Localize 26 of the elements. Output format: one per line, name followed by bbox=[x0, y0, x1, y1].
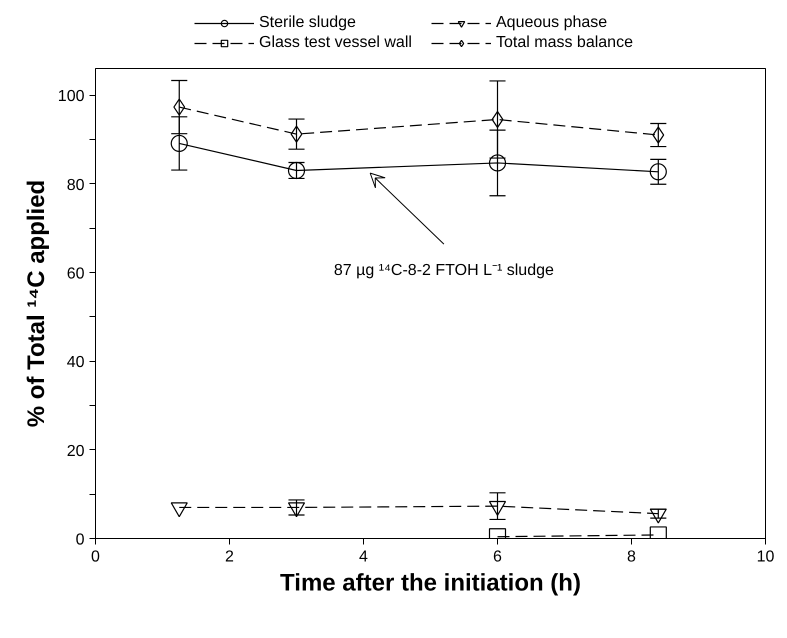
annotation: 87 µg ¹⁴C-8-2 FTOH L⁻¹ sludge bbox=[334, 262, 554, 279]
x-tick-label: 0 bbox=[91, 548, 100, 566]
point bbox=[650, 508, 667, 524]
x-tick-label: 6 bbox=[493, 548, 502, 566]
point bbox=[488, 154, 506, 172]
legend-label: Glass test vessel wall bbox=[259, 34, 413, 52]
x-axis-title: Time after the initiation (h) bbox=[280, 570, 581, 596]
y-tick-label: 60 bbox=[66, 265, 85, 282]
y-tick-label: 20 bbox=[66, 442, 85, 460]
y-tick-label: 100 bbox=[58, 88, 85, 106]
x-tick-label: 2 bbox=[225, 548, 234, 566]
y-axis-title: % of Total ¹⁴C applied bbox=[22, 180, 50, 428]
legend-label: Aqueous phase bbox=[496, 14, 608, 32]
y-tick-label: 40 bbox=[66, 354, 85, 372]
y-tick-label: 0 bbox=[76, 532, 85, 548]
point bbox=[650, 163, 667, 180]
point bbox=[170, 134, 188, 152]
point bbox=[170, 502, 188, 518]
legend-label: Total mass balance bbox=[496, 34, 634, 52]
point bbox=[488, 500, 506, 516]
y-tick-label: 80 bbox=[66, 176, 85, 194]
legend-label: Sterile sludge bbox=[259, 14, 357, 32]
x-tick-label: 8 bbox=[627, 548, 636, 566]
x-tick-label: 10 bbox=[756, 548, 774, 566]
x-tick-label: 4 bbox=[359, 548, 368, 566]
point bbox=[288, 502, 306, 518]
